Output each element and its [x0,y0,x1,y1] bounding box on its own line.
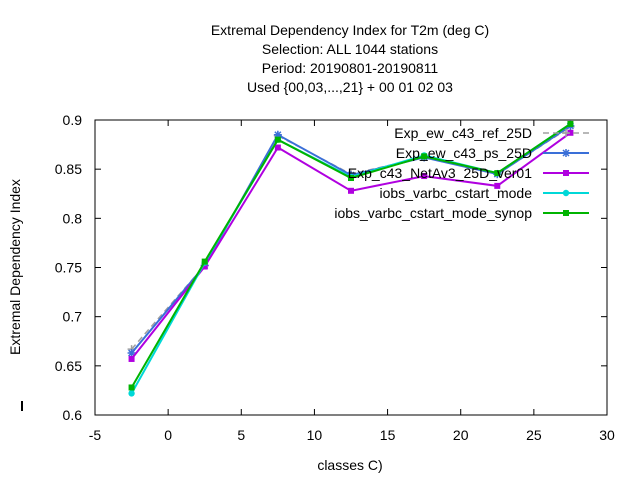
y-tick-label: 0.7 [63,309,83,325]
title-line: Extremal Dependency Index for T2m (deg C… [211,22,489,38]
data-point [563,170,569,176]
series-4 [128,120,574,397]
series-lines [127,120,575,397]
data-point [421,153,428,160]
data-point [274,144,281,151]
legend-label: iobs_varbc_cstart_mode_synop [334,205,532,221]
data-point [201,258,208,265]
data-point [421,173,428,180]
y-tick-label: 0.8 [63,210,83,226]
x-tick-label: 0 [164,427,172,443]
x-tick-label: 10 [307,427,323,443]
y-tick-label: 0.65 [55,358,82,374]
data-point [567,120,574,127]
x-tick-label: 30 [599,427,615,443]
data-point [127,349,136,358]
data-point [562,189,570,197]
x-tick-label: 20 [453,427,469,443]
data-point [562,149,570,157]
title-line: Used {00,03,...,21} + 00 01 02 03 [247,79,453,95]
chart-title: Extremal Dependency Index for T2m (deg C… [211,22,489,95]
axis-ticks: -5 0 5 10 15 20 25 30 0.6 0.65 0.7 0.75 0.8 0.85 0.9 [55,112,615,443]
legend: Exp_ew_c43_ref_25D Exp_ew_c43_ps_25D Exp_c… [334,125,589,221]
x-axis-label: classes C) [317,457,382,473]
legend-label: Exp_ew_c43_ps_25D [396,145,532,161]
y-tick-label: 0.6 [63,407,83,423]
legend-label: iobs_varbc_cstart_mode [379,185,532,201]
data-point [274,136,281,143]
data-point [567,129,574,136]
data-point [273,130,282,139]
y-tick-label: 0.85 [55,161,82,177]
data-point [128,384,135,391]
data-point [562,129,570,137]
legend-label: Exp_ew_c43_ref_25D [394,125,532,141]
data-point [201,263,208,270]
x-tick-label: 15 [380,427,396,443]
title-line: Selection: ALL 1044 stations [262,41,438,57]
x-tick-label: -5 [89,427,102,443]
x-tick-label: 25 [526,427,542,443]
legend-label: Exp_c43_NetAv3_25D_ver01 [348,165,532,181]
data-point [348,175,354,182]
y-tick-label: 0.9 [63,112,83,128]
data-point [494,182,501,189]
series-line [130,123,571,389]
data-point [128,355,135,362]
x-tick-label: 5 [237,427,245,443]
data-point [563,210,569,216]
series-3 [128,129,574,362]
data-point [128,390,135,397]
title-line: Period: 20190801-20190811 [262,60,439,76]
y-axis-label: Extremal Dependency Index [7,179,23,355]
y-tick-label: 0.75 [55,260,82,276]
series-5 [128,120,574,391]
data-point [348,187,354,194]
data-point [494,170,501,177]
